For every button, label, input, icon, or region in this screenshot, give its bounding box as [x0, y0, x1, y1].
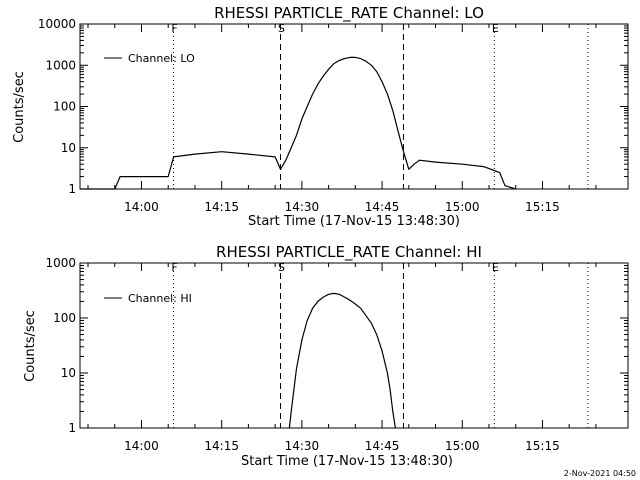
- chart-title-hi: RHESSI PARTICLE_RATE Channel: HI: [216, 243, 482, 262]
- x-tick-label: 14:15: [204, 439, 239, 453]
- marker-label: E: [492, 261, 499, 274]
- x-tick-label: 14:45: [365, 200, 400, 214]
- x-axis-label-hi: Start Time (17-Nov-15 13:48:30): [241, 454, 453, 469]
- x-tick-label: 15:00: [445, 439, 480, 453]
- marker-label: E: [492, 22, 499, 35]
- legend-hi: Channel: HI: [104, 292, 192, 305]
- x-tick-label: 14:15: [204, 200, 239, 214]
- x-tick-label: 15:15: [525, 439, 560, 453]
- x-tick-label: 14:30: [285, 200, 320, 214]
- plot-frame-hi: [79, 262, 629, 429]
- series-line: [80, 56, 516, 190]
- marker-label: S: [278, 261, 285, 274]
- x-tick-label: 14:45: [365, 439, 400, 453]
- x-tick-label: 14:30: [285, 439, 320, 453]
- y-axis-label-hi: Counts/sec: [23, 310, 38, 382]
- x-tick-label: 15:00: [445, 200, 480, 214]
- y-tick-label: 1: [68, 421, 76, 435]
- plot-frame-lo: [79, 23, 629, 190]
- x-tick-label: 15:15: [525, 200, 560, 214]
- y-tick-label: 1000: [45, 58, 76, 72]
- chart-title-lo: RHESSI PARTICLE_RATE Channel: LO: [214, 4, 484, 23]
- series-line: [288, 292, 396, 429]
- panel-lo: RHESSI PARTICLE_RATE Channel: LO 1 10 100 1…: [12, 4, 629, 229]
- legend-lo: Channel: LO: [104, 52, 195, 65]
- x-tick-label: 14:00: [124, 439, 159, 453]
- x-axis-label-lo: Start Time (17-Nov-15 13:48:30): [248, 214, 460, 229]
- y-tick-label: 10000: [38, 17, 76, 31]
- marker-label: S: [278, 22, 285, 35]
- legend-label-lo: Channel: LO: [128, 52, 195, 65]
- marker-label: F: [171, 261, 177, 274]
- y-tick-label: 10: [61, 141, 76, 155]
- y-tick-label: 10: [61, 366, 76, 380]
- marker-label: F: [171, 22, 177, 35]
- x-tick-label: 14:00: [124, 200, 159, 214]
- y-tick-label: 100: [53, 311, 76, 325]
- timestamp: 2-Nov-2021 04:50: [563, 469, 636, 478]
- y-tick-label: 1000: [45, 256, 76, 270]
- y-axis-label-lo: Counts/sec: [12, 71, 27, 143]
- legend-label-hi: Channel: HI: [128, 292, 192, 305]
- y-tick-label: 1: [68, 182, 76, 196]
- panel-hi: RHESSI PARTICLE_RATE Channel: HI 1 10 100 1…: [23, 243, 629, 469]
- y-tick-label: 100: [53, 100, 76, 114]
